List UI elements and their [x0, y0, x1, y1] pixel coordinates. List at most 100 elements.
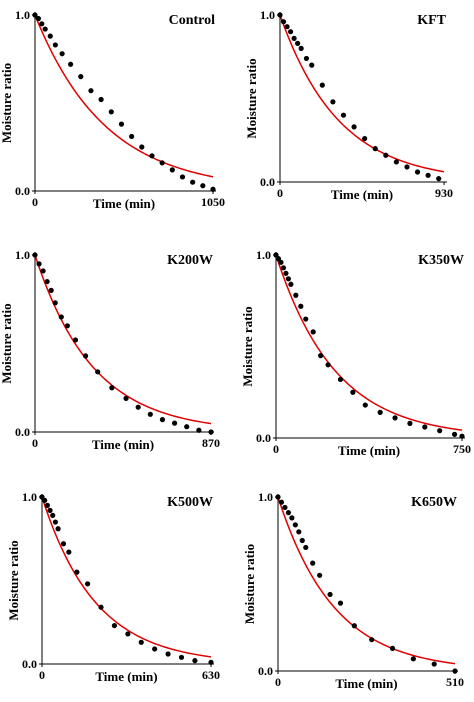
data-point — [407, 420, 413, 426]
data-point — [123, 395, 129, 401]
y-axis-title: Moisture ratio — [0, 63, 14, 143]
x-tick-label: 0 — [277, 186, 283, 200]
data-point — [392, 415, 398, 421]
data-point — [47, 33, 53, 39]
data-point — [152, 646, 158, 652]
data-point — [111, 622, 118, 629]
panel-title: K200W — [167, 253, 213, 268]
data-point — [351, 623, 357, 629]
data-point — [98, 96, 104, 103]
data-point — [319, 82, 325, 88]
data-point — [159, 417, 166, 423]
x-tick-label: 630 — [202, 668, 220, 682]
y-tick-label: 1.0 — [22, 490, 37, 504]
chart-panel-5: 1.0 0.00 510 Time (min) Moisture ratio K650W — [242, 490, 464, 691]
x-tick-label: 1050 — [201, 195, 225, 209]
x-tick-label: 870 — [202, 436, 220, 450]
x-axis-title: Time (min) — [95, 669, 157, 684]
data-point — [32, 12, 38, 18]
data-point — [404, 164, 410, 170]
data-point — [436, 176, 442, 182]
data-point — [35, 15, 41, 22]
fit-curve — [34, 14, 214, 178]
data-point — [48, 287, 54, 293]
data-point — [303, 316, 309, 322]
data-point — [68, 61, 74, 67]
data-point — [298, 45, 304, 52]
data-point — [452, 668, 458, 674]
data-point — [340, 112, 347, 118]
panel-title: K500W — [167, 495, 213, 510]
panel-title: K350W — [418, 253, 464, 268]
x-axis-title: Time (min) — [331, 187, 393, 202]
x-tick-label: 750 — [453, 442, 471, 456]
data-point — [422, 424, 428, 430]
data-point — [165, 651, 171, 657]
data-point — [40, 268, 46, 274]
y-tick-label: 0.0 — [15, 184, 30, 198]
data-point — [298, 303, 304, 309]
x-axis-title: Time (min) — [93, 196, 155, 211]
panel-title: Control — [169, 13, 216, 28]
data-point — [36, 261, 42, 267]
x-tick-label: 0 — [32, 436, 38, 450]
data-point — [184, 424, 190, 430]
data-point — [200, 183, 206, 189]
data-point — [303, 55, 310, 62]
chart-panel-1: 1.0 0.00 930 Time (min) Moisture ratio KFT — [244, 8, 453, 202]
data-point — [169, 167, 175, 173]
data-point — [135, 404, 141, 410]
data-point — [39, 21, 45, 27]
data-point — [293, 292, 299, 298]
x-tick-label: 0 — [32, 195, 38, 209]
data-point — [291, 35, 297, 41]
data-point — [451, 431, 458, 437]
y-tick-label: 1.0 — [256, 248, 271, 262]
data-point — [437, 428, 443, 434]
data-point — [59, 51, 65, 57]
data-point — [85, 581, 91, 587]
data-point — [459, 433, 465, 439]
data-point — [393, 159, 399, 165]
data-point — [362, 402, 368, 408]
data-point — [52, 519, 59, 525]
data-point — [64, 323, 70, 329]
x-axis-title: Time (min) — [92, 437, 154, 452]
chart-panel-0: 1.0 0.00 1050 Time (min) Moisture ratio Contr… — [0, 8, 225, 211]
y-axis-title: Moisture ratio — [242, 544, 257, 624]
data-point — [287, 29, 294, 35]
y-tick-label: 1.0 — [258, 490, 273, 504]
data-point — [42, 497, 48, 503]
data-point — [377, 409, 383, 415]
x-tick-label: 930 — [435, 186, 453, 200]
data-point — [72, 337, 79, 343]
data-point — [285, 276, 291, 282]
data-point — [208, 429, 214, 435]
x-axis-title: Time (min) — [338, 443, 400, 458]
data-point — [414, 169, 421, 175]
data-point — [147, 411, 153, 417]
data-point — [309, 62, 315, 68]
data-point — [109, 385, 115, 391]
data-point — [60, 541, 67, 547]
data-point — [288, 281, 294, 287]
data-point — [337, 600, 344, 606]
data-point — [317, 572, 323, 578]
data-point — [310, 329, 316, 335]
data-point — [108, 109, 114, 115]
data-point — [118, 121, 125, 127]
y-tick-label: 1.0 — [15, 248, 30, 262]
data-point — [284, 24, 290, 30]
y-tick-label: 1.0 — [260, 8, 275, 22]
data-point — [296, 529, 302, 535]
y-tick-label: 0.0 — [260, 175, 275, 189]
data-point — [178, 654, 185, 660]
data-point — [350, 389, 356, 395]
data-point — [327, 591, 333, 598]
data-point — [82, 353, 89, 359]
data-point — [98, 604, 104, 610]
data-point — [125, 631, 131, 637]
data-point — [280, 19, 287, 25]
data-point — [289, 515, 295, 521]
x-tick-label: 0 — [273, 442, 279, 456]
